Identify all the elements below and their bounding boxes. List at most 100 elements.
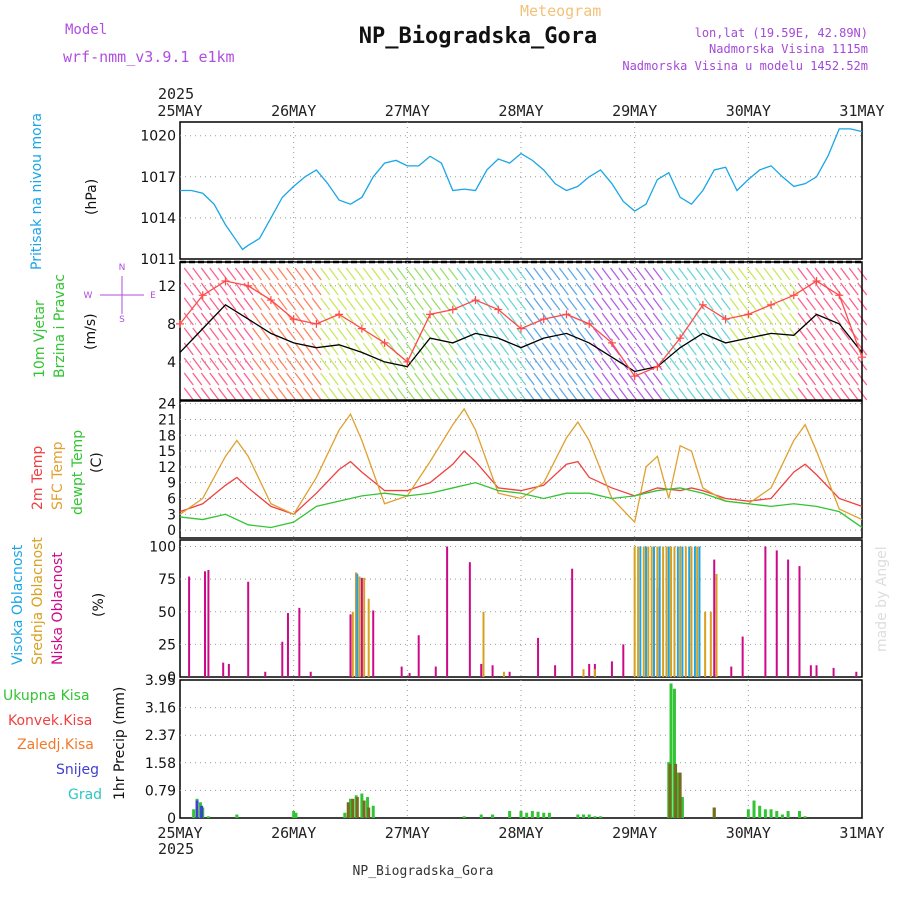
wind-barb [482,342,493,356]
wind-barb [601,282,612,296]
wind-barb [797,312,808,326]
wind-barb [669,267,680,281]
wind-barb [661,372,672,386]
wind-barb [396,267,407,281]
wind-barb [848,372,859,386]
wind-barb [848,342,859,356]
wind-barb [661,342,672,356]
y-tick-label: 0 [167,811,176,827]
y-tick-label: 12 [158,460,176,476]
y-tick-label: 12 [158,279,176,295]
wind-barb [183,387,194,401]
wind-barb [371,327,382,341]
wind-barb [644,387,655,401]
wind-barb [388,267,399,281]
wind-barb [789,327,800,341]
wind-barb [823,267,834,281]
series-line [179,481,863,529]
wind-barb [217,387,228,401]
wind-barb [746,297,757,311]
wind-barb [550,327,561,341]
meteogram-label: Meteogram [520,2,601,20]
wind-barb [507,297,518,311]
wind-barb [814,297,825,311]
wind-barb [243,372,254,386]
bar-mark [372,610,375,677]
wind-barb [678,297,689,311]
gust-marker [539,315,548,324]
wind-barb [456,312,467,326]
wind-barb [226,387,237,401]
bar-mark [281,641,284,677]
wind-barb [405,327,416,341]
wind-barb [840,267,851,281]
wind-barb [328,327,339,341]
wind-barb [311,387,322,401]
bar-mark [668,763,672,818]
wind-barb [558,342,569,356]
series-line [179,303,863,373]
wind-barb [635,267,646,281]
wind-barb [567,372,578,386]
wind-barb [251,267,262,281]
wind-barb [592,357,603,371]
bar-mark [786,811,790,818]
wind-barb [720,267,731,281]
wind-barb [575,312,586,326]
wind-barb [652,267,663,281]
wind-barb [601,357,612,371]
bar-mark [647,546,650,677]
wind-barb [396,282,407,296]
wind-barb [286,387,297,401]
wind-barb [686,342,697,356]
wind-barb [439,267,450,281]
wind-barb [575,342,586,356]
wind-barb [311,327,322,341]
wind-barb [260,297,271,311]
wind-barb [678,372,689,386]
wind-barb [720,327,731,341]
bar-mark [665,546,668,677]
wind-barb [490,372,501,386]
top-date-axis: 25MAY 26MAY 27MAY 28MAY 29MAY 30MAY 31MAY [157,102,884,120]
lonlat-text: lon,lat (19.59E, 42.89N) [695,26,868,40]
wind-barb [243,357,254,371]
wind-barb [635,297,646,311]
wind-barb [456,387,467,401]
top-date-tick-label: 28MAY [498,102,543,120]
wind-barb [456,282,467,296]
wind-barb [251,297,262,311]
wind-barb [780,282,791,296]
wind-barb [337,267,348,281]
wind-barb [482,357,493,371]
bar-mark [417,635,420,677]
wind-barb [780,387,791,401]
wind-barb [396,357,407,371]
wind-barb [430,357,442,371]
wind-barb [550,267,561,281]
wind-barb [286,267,297,281]
wind-barb [661,297,672,311]
bar-mark [787,559,790,677]
cloud-unit: (%) [91,593,107,617]
wind-barb [396,387,407,401]
wind-barb [627,342,638,356]
wind-barb [413,372,424,386]
bar-mark [709,611,712,677]
wind-barb [806,327,817,341]
bar-mark [652,546,655,677]
wind-barb [251,342,262,356]
wind-barb [644,267,655,281]
wind-barb [669,282,680,296]
wind-barb [823,297,834,311]
bar-mark [294,812,298,818]
wind-barb [806,387,817,401]
wind-barb [541,327,552,341]
altitude-text: Nadmorska Visina 1115m [709,42,868,56]
wind-barb [584,297,595,311]
wind-barb [789,267,800,281]
wind-barb [277,297,288,311]
wind-barb [823,342,834,356]
wind-barb [558,282,569,296]
